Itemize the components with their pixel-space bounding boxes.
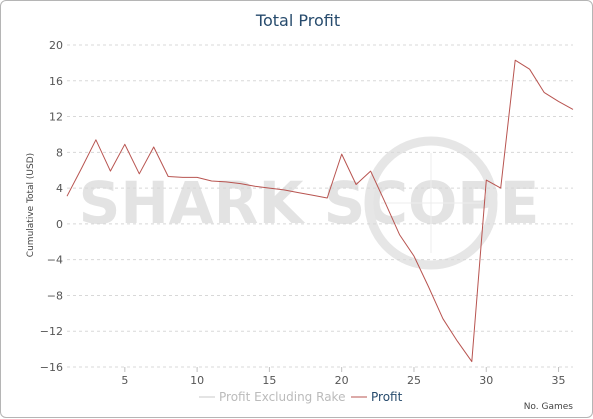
data-point[interactable] (573, 109, 574, 110)
y-tick-label: −8 (47, 289, 63, 302)
series-line-profit[interactable] (66, 59, 574, 363)
data-point[interactable] (486, 180, 487, 181)
data-point[interactable] (124, 144, 125, 145)
legend-item[interactable]: Profit Excluding Rake (199, 390, 345, 404)
x-tick-label: 30 (479, 374, 493, 387)
x-tick-label: 15 (262, 374, 276, 387)
legend-label: Profit (371, 390, 403, 404)
data-point[interactable] (457, 341, 458, 342)
data-point[interactable] (81, 168, 82, 169)
data-point[interactable] (356, 184, 357, 185)
x-tick-label: 35 (552, 374, 566, 387)
series-layer (66, 59, 574, 363)
data-point[interactable] (67, 196, 68, 197)
x-tick-label: 20 (335, 374, 349, 387)
watermark-scope-ring (364, 136, 498, 270)
data-point[interactable] (399, 234, 400, 235)
data-point[interactable] (298, 192, 299, 193)
y-axis-label: Cumulative Total (USD) (26, 153, 36, 257)
data-point[interactable] (211, 180, 212, 181)
data-point[interactable] (370, 171, 371, 172)
x-axis-label: No. Games (524, 402, 574, 412)
data-point[interactable] (544, 92, 545, 93)
y-tick-label: 20 (49, 39, 63, 52)
data-point[interactable] (471, 361, 472, 362)
y-tick-label: 4 (56, 182, 63, 195)
data-point[interactable] (240, 183, 241, 184)
data-point[interactable] (529, 69, 530, 70)
y-tick-label: 8 (56, 146, 63, 159)
data-point[interactable] (385, 202, 386, 203)
data-point[interactable] (182, 177, 183, 178)
data-point[interactable] (558, 101, 559, 102)
data-point[interactable] (197, 177, 198, 178)
legend-label: Profit Excluding Rake (219, 390, 345, 404)
legend[interactable]: Profit Excluding Rake Profit (199, 390, 403, 404)
data-point[interactable] (312, 195, 313, 196)
data-point[interactable] (283, 189, 284, 190)
data-point[interactable] (269, 188, 270, 189)
grid-lines (67, 44, 573, 368)
data-point[interactable] (226, 181, 227, 182)
data-point[interactable] (327, 197, 328, 198)
y-tick-label: −12 (40, 325, 63, 338)
chart-title: Total Profit (255, 11, 340, 30)
data-point[interactable] (442, 318, 443, 319)
data-point[interactable] (500, 188, 501, 189)
data-point[interactable] (341, 154, 342, 155)
y-tick-label: −16 (40, 361, 63, 374)
watermark: SHARK SCOPE (79, 136, 539, 270)
data-point[interactable] (515, 60, 516, 61)
data-point[interactable] (168, 176, 169, 177)
y-tick-label: 12 (49, 111, 63, 124)
data-point[interactable] (95, 139, 96, 140)
x-tick-label: 25 (407, 374, 421, 387)
x-axis-ticks: 5 10 15 20 25 30 35 (121, 367, 566, 387)
data-point[interactable] (110, 171, 111, 172)
data-point[interactable] (428, 286, 429, 287)
y-tick-label: −4 (47, 254, 63, 267)
legend-item[interactable]: Profit (351, 390, 403, 404)
y-axis-ticks: 20 16 12 8 4 0 −4 −8 −12 −16 (40, 39, 63, 374)
data-point[interactable] (254, 186, 255, 187)
data-point[interactable] (153, 146, 154, 147)
y-tick-label: 16 (49, 75, 63, 88)
x-tick-label: 10 (190, 374, 204, 387)
x-tick-label: 5 (121, 374, 128, 387)
data-point[interactable] (413, 256, 414, 257)
y-tick-label: 0 (56, 218, 63, 231)
data-point[interactable] (139, 173, 140, 174)
